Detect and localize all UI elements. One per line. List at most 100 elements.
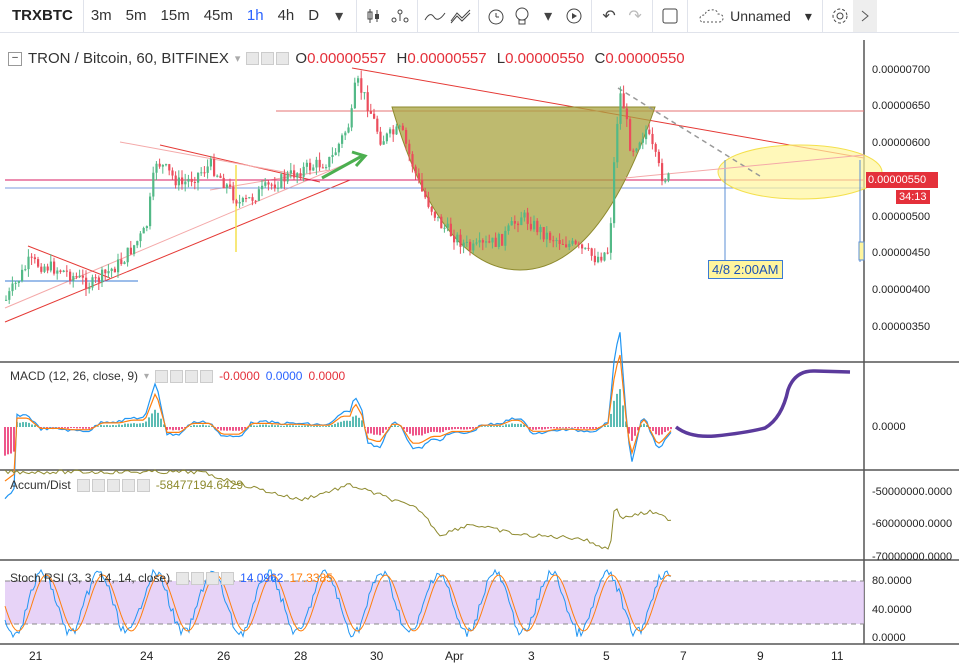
interval-1h[interactable]: 1h [246, 7, 264, 24]
candle-body [341, 135, 344, 144]
candle-body [526, 212, 529, 224]
candle-body [433, 211, 436, 218]
triangle-line [27, 245, 111, 279]
candles-icon[interactable] [361, 0, 387, 32]
candle-body [165, 164, 168, 166]
layout-menu[interactable]: Unnamed ▾ [692, 8, 818, 25]
candle-body [27, 256, 30, 270]
candle-body [344, 132, 347, 136]
fan-line [209, 169, 331, 191]
candle-body [350, 108, 353, 128]
alert-clock-icon[interactable] [483, 0, 509, 32]
time-axis-label: 11 [831, 649, 844, 663]
macd-legend: MACD (12, 26, close, 9) ▾ -0.0000 0.0000… [10, 369, 345, 383]
replay-icon[interactable] [561, 0, 587, 32]
candle-body [190, 178, 193, 182]
candle-body [657, 151, 660, 164]
accum-buttons[interactable] [76, 478, 150, 492]
candle-body [459, 234, 462, 247]
candle-body [152, 172, 155, 197]
channel-line [4, 157, 361, 309]
candle-body [501, 233, 504, 246]
interval-d[interactable]: D [308, 7, 320, 24]
candle-body [120, 259, 123, 264]
candle-body [286, 173, 289, 182]
candle-body [21, 269, 24, 282]
undo-icon[interactable]: ↶ [602, 8, 616, 25]
interval-15m[interactable]: 15m [160, 7, 190, 24]
candle-body [69, 271, 72, 281]
candle-body [334, 152, 337, 156]
interval-dropdown-icon[interactable]: ▾ [335, 8, 344, 25]
candle-body [446, 223, 449, 228]
candle-body [328, 157, 331, 168]
stoch-buttons[interactable] [176, 571, 235, 585]
candle-body [209, 158, 212, 167]
candle-body [417, 173, 420, 180]
legend-buttons[interactable] [246, 52, 290, 65]
candle-body [558, 240, 561, 244]
candle-body [357, 78, 360, 83]
time-axis-label: 28 [294, 649, 308, 663]
compare-icon[interactable] [387, 0, 413, 32]
candle-body [593, 255, 596, 263]
candle-body [456, 234, 459, 243]
indicators-icon[interactable] [422, 0, 448, 32]
candle-body [373, 113, 376, 119]
resistance-line [351, 67, 865, 159]
countdown-tag: 34:13 [896, 190, 930, 204]
templates-icon[interactable] [448, 0, 474, 32]
candle-body [392, 129, 395, 135]
candle-body [117, 259, 120, 273]
candle-body [219, 175, 222, 178]
candle-body [88, 287, 91, 290]
candle-body [414, 166, 417, 174]
candle-body [347, 127, 350, 133]
ohlc-values: O0.00000557 H0.00000557 L0.00000550 C0.0… [295, 50, 685, 67]
legend-dropdown-icon[interactable]: ▾ [234, 53, 241, 65]
candle-body [353, 82, 356, 109]
candle-body [440, 216, 443, 229]
candle-body [405, 129, 408, 144]
accum-title: Accum/Dist [10, 478, 71, 492]
ideas-dropdown-icon[interactable]: ▾ [544, 8, 553, 25]
candle-body [229, 184, 232, 187]
settings-gear-icon[interactable] [827, 0, 853, 32]
green-arrow-head [351, 150, 368, 168]
symbol-button[interactable]: TRXBTC [0, 0, 84, 32]
candle-body [536, 220, 539, 233]
candle-body [398, 125, 401, 127]
interval-5m[interactable]: 5m [125, 7, 147, 24]
fullscreen-icon[interactable] [657, 0, 683, 32]
candle-body [123, 262, 126, 264]
candle-body [411, 154, 414, 167]
candle-body [584, 247, 587, 249]
interval-45m[interactable]: 45m [203, 7, 233, 24]
time-axis-label: 7 [680, 649, 687, 663]
redo-icon[interactable]: ↷ [628, 8, 642, 25]
candle-body [241, 197, 244, 202]
ideas-lightbulb-icon[interactable] [509, 0, 535, 32]
interval-4h[interactable]: 4h [277, 7, 295, 24]
price-axis-label: 0.00000450 [872, 247, 931, 259]
candle-body [149, 196, 152, 227]
candle-body [609, 223, 612, 253]
collapse-legend-icon[interactable]: – [8, 51, 22, 66]
candle-body [37, 259, 40, 267]
interval-3m[interactable]: 3m [90, 7, 112, 24]
candle-body [104, 269, 107, 274]
candle-body [523, 212, 526, 218]
macd-buttons[interactable] [155, 369, 214, 383]
time-axis-label: Apr [445, 649, 464, 663]
candle-body [315, 159, 318, 168]
candle-body [542, 227, 545, 240]
candle-body [248, 197, 251, 199]
main-legend: – TRON / Bitcoin, 60, BITFINEX ▾ O0.0000… [8, 50, 685, 67]
candle-body [504, 230, 507, 246]
triangle-line [159, 144, 321, 183]
candle-body [472, 243, 475, 251]
macd-dropdown-icon[interactable]: ▾ [144, 370, 150, 382]
collapse-panel-icon[interactable] [852, 0, 877, 32]
candle-body [462, 242, 465, 247]
